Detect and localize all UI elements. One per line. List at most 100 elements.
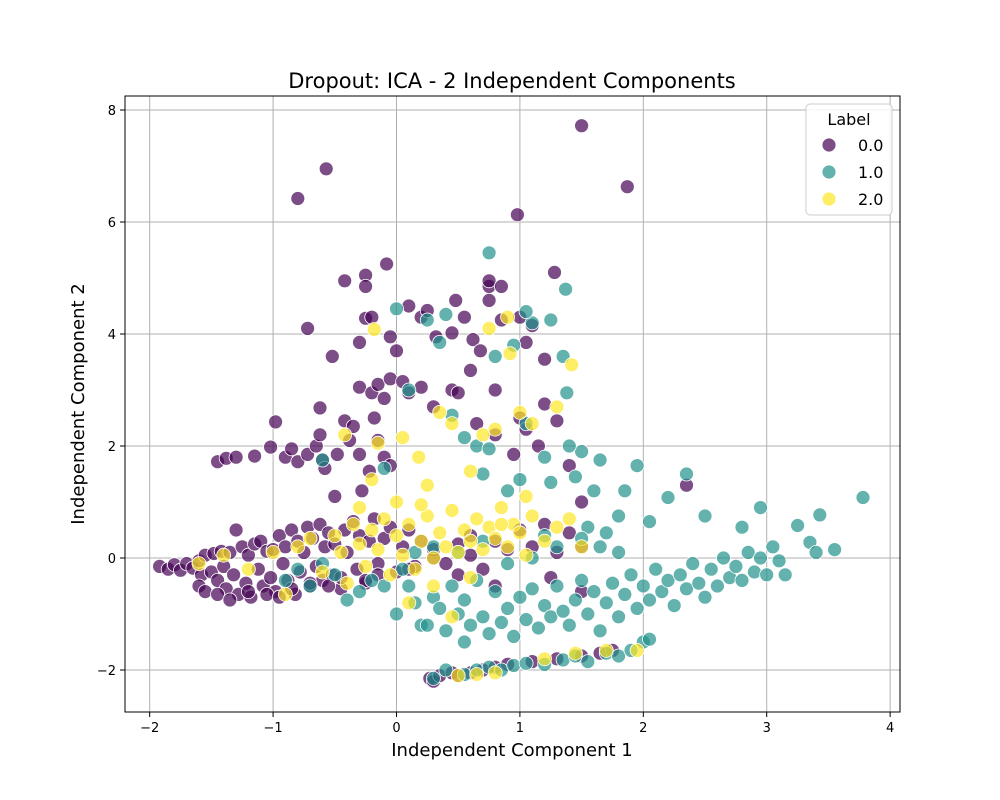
data-point bbox=[642, 514, 657, 529]
data-point bbox=[598, 525, 614, 541]
data-point bbox=[506, 629, 522, 644]
data-point bbox=[592, 452, 608, 468]
data-point bbox=[210, 587, 226, 602]
data-point bbox=[580, 654, 596, 669]
data-point bbox=[290, 539, 306, 555]
data-point bbox=[518, 304, 534, 320]
data-point bbox=[617, 483, 633, 499]
data-point bbox=[364, 472, 380, 488]
data-point bbox=[506, 658, 522, 673]
data-point bbox=[691, 575, 707, 591]
data-point bbox=[518, 655, 534, 671]
data-point bbox=[352, 500, 367, 516]
data-point bbox=[481, 626, 497, 641]
y-tick-label: 0 bbox=[108, 552, 116, 567]
data-point bbox=[531, 438, 546, 454]
data-point bbox=[537, 351, 552, 367]
data-point bbox=[623, 567, 639, 583]
data-point bbox=[716, 550, 731, 566]
data-point bbox=[512, 404, 528, 420]
data-point bbox=[444, 416, 460, 432]
data-point bbox=[660, 490, 676, 505]
data-point bbox=[401, 595, 417, 611]
data-point bbox=[555, 652, 571, 668]
data-point bbox=[228, 522, 244, 538]
data-point bbox=[537, 533, 552, 549]
x-tick-label: −1 bbox=[264, 721, 283, 736]
data-point bbox=[611, 609, 626, 625]
data-point bbox=[518, 334, 534, 350]
data-point bbox=[463, 547, 478, 563]
data-point bbox=[450, 545, 466, 560]
data-point bbox=[611, 545, 626, 560]
data-point bbox=[629, 601, 645, 616]
data-point bbox=[568, 645, 583, 661]
data-point bbox=[642, 631, 657, 647]
data-point bbox=[401, 578, 417, 594]
data-point bbox=[469, 416, 485, 432]
data-point bbox=[605, 575, 620, 591]
data-point bbox=[370, 435, 386, 451]
data-point bbox=[413, 497, 429, 513]
data-point bbox=[352, 536, 367, 552]
data-point bbox=[487, 421, 503, 437]
data-point bbox=[561, 511, 577, 527]
data-point bbox=[679, 466, 694, 482]
data-point bbox=[376, 390, 392, 406]
legend-marker bbox=[821, 191, 837, 207]
data-point bbox=[426, 550, 441, 566]
legend-label: 0.0 bbox=[858, 136, 883, 155]
data-point bbox=[290, 191, 306, 206]
data-point bbox=[370, 376, 386, 392]
chart-title: Dropout: ICA - 2 Independent Components bbox=[288, 69, 736, 93]
x-tick-label: −2 bbox=[140, 721, 159, 736]
data-point bbox=[487, 348, 503, 364]
data-point bbox=[812, 507, 828, 523]
data-point bbox=[339, 592, 355, 608]
data-point bbox=[547, 264, 562, 280]
data-point bbox=[327, 488, 343, 504]
data-point bbox=[475, 542, 491, 557]
data-point bbox=[263, 570, 279, 585]
data-point bbox=[277, 573, 293, 588]
data-point bbox=[475, 466, 491, 482]
data-point bbox=[444, 502, 460, 518]
data-point bbox=[487, 665, 503, 681]
data-point bbox=[463, 570, 478, 585]
data-point bbox=[432, 601, 448, 616]
data-point bbox=[574, 539, 589, 555]
data-point bbox=[401, 298, 417, 314]
data-point bbox=[790, 518, 805, 533]
data-point bbox=[500, 539, 516, 555]
data-point bbox=[333, 545, 349, 560]
data-point bbox=[654, 584, 670, 599]
legend-label: 1.0 bbox=[858, 163, 883, 182]
data-point bbox=[559, 385, 575, 401]
data-point bbox=[379, 256, 395, 272]
data-point bbox=[549, 399, 565, 415]
data-point bbox=[456, 522, 472, 538]
data-point bbox=[728, 559, 744, 574]
data-point bbox=[598, 595, 614, 611]
data-point bbox=[660, 573, 676, 588]
data-point bbox=[352, 334, 367, 350]
data-point bbox=[463, 533, 478, 549]
data-point bbox=[324, 348, 340, 364]
y-tick-label: 4 bbox=[108, 328, 116, 343]
y-tick-label: −2 bbox=[97, 664, 116, 679]
data-point bbox=[506, 446, 522, 462]
data-point bbox=[321, 578, 337, 594]
data-point bbox=[389, 301, 404, 317]
data-point bbox=[537, 651, 552, 667]
data-point bbox=[465, 332, 481, 348]
data-point bbox=[753, 500, 768, 516]
data-point bbox=[389, 494, 404, 510]
data-point bbox=[358, 559, 374, 574]
data-point bbox=[364, 573, 380, 588]
data-point bbox=[226, 567, 242, 583]
data-point bbox=[561, 617, 577, 633]
data-point bbox=[500, 483, 516, 499]
legend-title: Label bbox=[827, 110, 870, 129]
data-point bbox=[395, 430, 411, 446]
